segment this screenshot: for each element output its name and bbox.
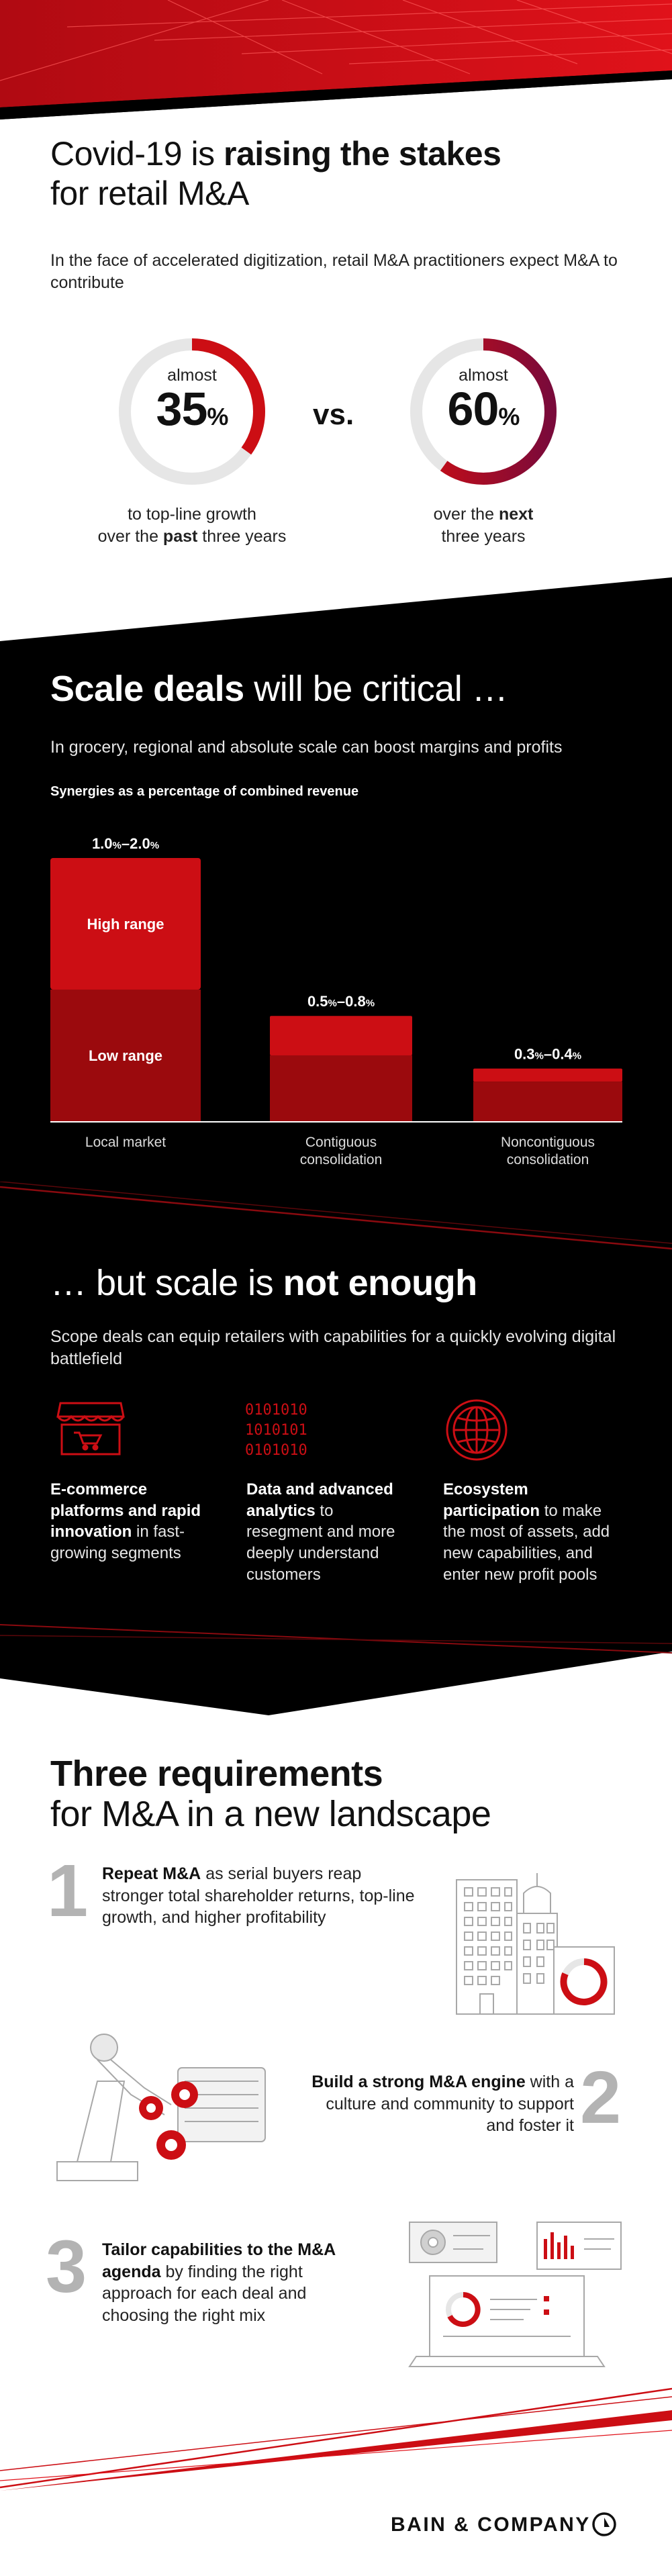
section1-title-bold: raising the stakes [224,135,501,173]
donut-past-arc [119,338,265,485]
donut-past-label: almost 35% [111,366,273,432]
svg-text:0101010: 0101010 [245,1402,307,1419]
black-band-bottom-edge [0,1611,672,1719]
section3-title: … but scale is not enough [50,1263,477,1303]
bar-low-range-label: Low range [89,1047,162,1064]
section1-title: Covid-19 is raising the stakes for retai… [50,134,641,213]
requirement-2-text: Build a strong M&A engine with a culture… [311,2072,574,2135]
range-label-2: 0.3%–0.4% [514,1046,581,1063]
chart-subtitle: Synergies as a percentage of combined re… [50,784,359,799]
bain-circle-logo-icon [592,2512,616,2536]
donut-next-label: almost 60% [403,366,564,432]
donut-next-caption: over the next three years [433,505,534,546]
laptop-dashboard-icon [408,2222,622,2367]
requirement-3-number: 3 [46,2226,87,2308]
donut-chart-next [410,338,557,485]
section3-intro: Scope deals can equip retailers with cap… [50,1327,616,1368]
footer-red-lines [0,2387,672,2491]
category-label-1-1: consolidation [300,1152,383,1167]
buildings-icon [456,1873,615,2015]
section4-title: Three requirements for M&A in a new land… [50,1754,491,1835]
band-divider-graphic [0,1182,672,1250]
bar-low-0 [50,990,201,1121]
section1-intro: In the face of accelerated digitization,… [50,251,618,292]
donut-next-arc [410,338,557,485]
scope-item-ecommerce: E-commerce platforms and rapid innovatio… [50,1480,201,1563]
binary-data-icon: 0101010 1010101 0101010 [245,1402,307,1459]
category-label-2-0: Noncontiguous [501,1135,595,1150]
category-label-1-0: Contiguous [305,1135,377,1150]
bain-company-wordmark: BAIN & COMPANY [391,2514,591,2536]
bar-low-1 [270,1055,412,1121]
svg-text:1010101: 1010101 [245,1422,307,1439]
range-label-1: 0.5%–0.8% [307,993,375,1010]
globe-icon [446,1399,508,1461]
bar-high-0 [50,858,201,990]
donut-next-value: 60% [447,383,520,435]
section2-intro: In grocery, regional and absolute scale … [50,738,563,757]
category-label-0-0: Local market [85,1135,166,1150]
requirement-1-number: 1 [47,1850,89,1932]
scope-item-analytics: Data and advanced analytics to resegment… [246,1480,395,1584]
svg-text:0101010: 0101010 [245,1442,307,1459]
donut-chart-past [119,338,265,485]
top-banner-graphic [0,0,672,120]
bar-low-2 [473,1082,622,1121]
requirement-1-text: Repeat M&A as serial buyers reap stronge… [102,1864,415,1927]
category-label-2-1: consolidation [507,1152,589,1167]
donut-past-small: almost [167,366,217,385]
robot-arm-icon [56,2034,266,2181]
requirement-3-text: Tailor capabilities to the M&A agenda by… [102,2240,336,2325]
donut-next-small: almost [459,366,508,385]
bar-high-2 [473,1068,622,1082]
section2-title: Scale deals will be critical … [50,669,508,709]
scope-item-ecosystem: Ecosystem participation to make the most… [443,1480,610,1584]
storefront-cart-icon [56,1402,125,1456]
bar-high-1 [270,1016,412,1055]
range-label-0: 1.0%–2.0% [92,835,159,852]
vs-label: vs. [313,398,354,431]
donut-past-value: 35% [156,383,229,435]
requirement-2-number: 2 [580,2056,622,2139]
section1-title-line2: for retail M&A [50,175,249,212]
donut-past-caption: to top-line growth over the past three y… [97,505,287,546]
synergy-bar-chart: 1.0%–2.0% Local market 0.5%–0.8% Contiguous… [50,835,622,1167]
bar-high-range-label: High range [87,916,164,933]
section1-title-plain: Covid-19 is [50,135,224,173]
